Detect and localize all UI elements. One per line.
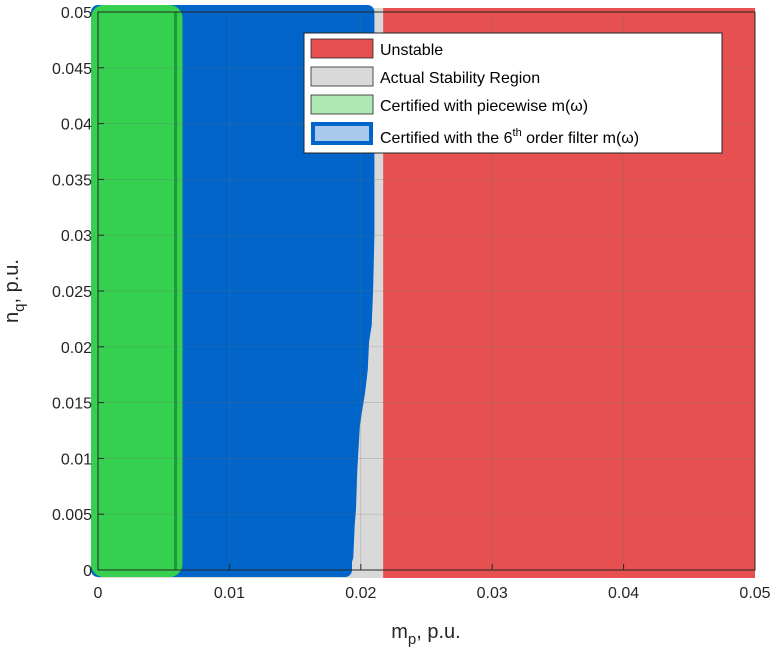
legend-label-filter6-prefix: Certified with the 6 xyxy=(380,130,513,147)
legend-label-filter6: Certified with the 6th order filter m(ω) xyxy=(380,127,639,147)
legend-box xyxy=(303,32,723,154)
x-tick-label: 0.04 xyxy=(608,585,639,602)
x-axis-label-main: m xyxy=(391,621,408,643)
x-tick-label: 0.02 xyxy=(345,585,376,602)
legend-swatch-filter6 xyxy=(311,122,373,145)
x-tick-label: 0.03 xyxy=(477,585,508,602)
y-tick-label: 0.015 xyxy=(52,396,92,413)
y-tick-label: 0.03 xyxy=(61,228,92,245)
y-tick-label: 0.05 xyxy=(61,5,92,22)
legend-label-unstable: Unstable xyxy=(380,42,443,59)
x-axis-label: mp, p.u. xyxy=(391,621,461,648)
y-tick-label: 0.005 xyxy=(52,507,92,524)
y-axis-label-sub: q xyxy=(11,304,28,312)
y-tick-label: 0.01 xyxy=(61,451,92,468)
legend-swatch-piecewise xyxy=(310,94,374,115)
legend-label-filter6-sup: th xyxy=(513,127,522,139)
legend-label-filter6-suffix: order filter m(ω) xyxy=(522,130,639,147)
legend-label-actual-stability: Actual Stability Region xyxy=(380,70,540,87)
y-tick-label: 0.025 xyxy=(52,284,92,301)
x-tick-label: 0 xyxy=(94,585,103,602)
y-axis-label-main: n xyxy=(1,312,23,323)
y-tick-label: 0 xyxy=(83,563,92,580)
y-axis-label-rest: , p.u. xyxy=(1,259,23,303)
legend-label-piecewise: Certified with piecewise m(ω) xyxy=(380,98,588,115)
y-tick-label: 0.045 xyxy=(52,61,92,78)
y-tick-label: 0.04 xyxy=(61,117,92,134)
legend: Unstable Actual Stability Region Certifi… xyxy=(303,32,723,154)
legend-swatch-unstable xyxy=(310,38,374,59)
x-tick-label: 0.05 xyxy=(739,585,770,602)
y-axis-label: nq, p.u. xyxy=(1,259,28,323)
x-axis-label-sub: p xyxy=(408,631,416,648)
legend-swatch-actual-stability xyxy=(310,66,374,87)
x-axis-label-rest: , p.u. xyxy=(416,621,460,643)
axis-ticks: 0 0.01 0.02 0.03 0.04 0.05 0 0.005 0.01 0.015 0.02… xyxy=(52,5,771,602)
x-tick-label: 0.01 xyxy=(214,585,245,602)
y-tick-label: 0.035 xyxy=(52,172,92,189)
y-tick-label: 0.02 xyxy=(61,340,92,357)
